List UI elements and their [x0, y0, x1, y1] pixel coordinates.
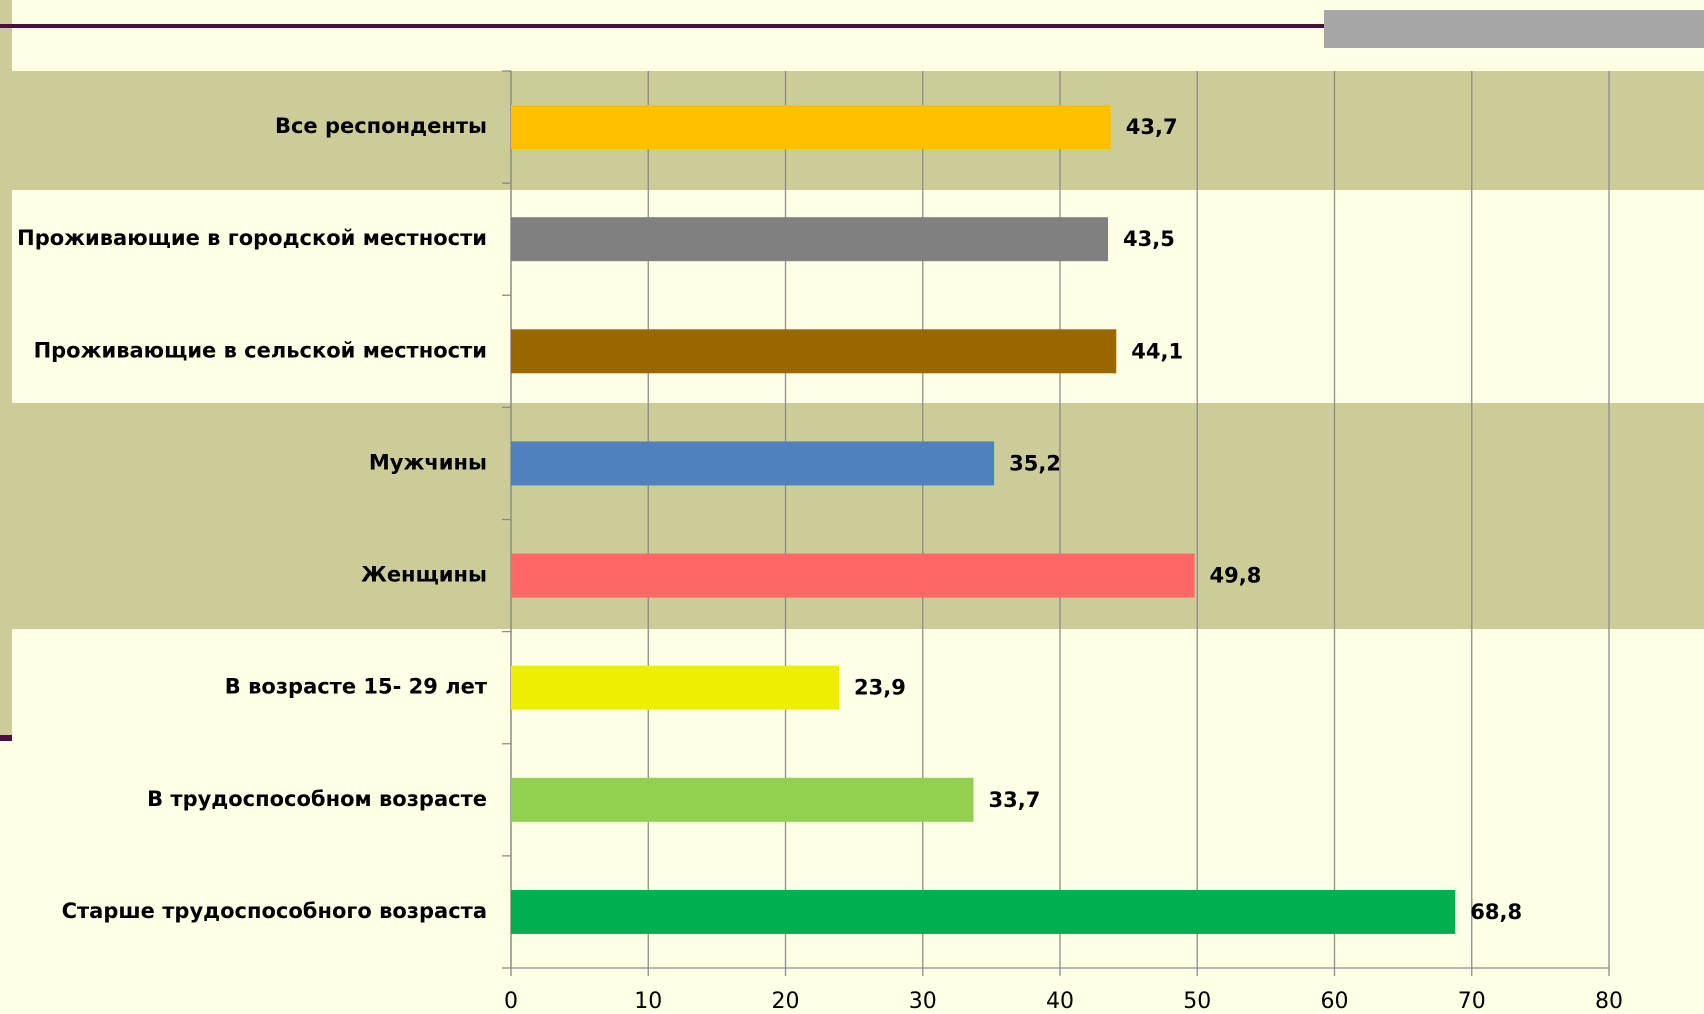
y-tick-label: Старше трудоспособного возраста — [62, 899, 487, 923]
bar — [511, 441, 995, 486]
top-rule — [0, 24, 1704, 28]
data-label: 68,8 — [1470, 900, 1522, 924]
accent — [0, 735, 12, 741]
bar — [511, 329, 1117, 374]
bar — [511, 665, 840, 710]
left-strip — [0, 0, 12, 739]
data-label: 44,1 — [1131, 339, 1183, 363]
y-tick-label: Проживающие в сельской местности — [34, 338, 487, 362]
data-label: 35,2 — [1009, 451, 1061, 475]
y-tick-label: Женщины — [361, 563, 487, 587]
y-tick-label: Все респонденты — [275, 114, 487, 138]
data-label: 33,7 — [989, 788, 1041, 812]
x-tick-label: 40 — [1046, 989, 1074, 1014]
x-tick-label: 60 — [1321, 989, 1349, 1014]
y-tick-label: В возрасте 15- 29 лет — [225, 675, 488, 699]
x-tick-label: 80 — [1595, 989, 1623, 1014]
data-label: 43,5 — [1123, 227, 1175, 251]
x-tick-label: 50 — [1183, 989, 1211, 1014]
y-tick-label: Мужчины — [369, 450, 487, 474]
bar — [511, 553, 1195, 598]
x-tick-label: 0 — [504, 989, 518, 1014]
top-block — [1324, 10, 1704, 48]
data-label: 43,7 — [1126, 115, 1178, 139]
y-tick-label: В трудоспособном возрасте — [147, 787, 487, 811]
bar — [511, 217, 1109, 262]
x-tick-label: 30 — [909, 989, 937, 1014]
data-label: 23,9 — [854, 676, 906, 700]
plot: Все респонденты 43,7 Проживающие в городск… — [17, 105, 1522, 934]
bar — [511, 889, 1456, 934]
bar — [511, 777, 974, 822]
x-tick-label: 10 — [634, 989, 662, 1014]
y-tick-label: Проживающие в городской местности — [17, 226, 487, 250]
x-tick-label: 70 — [1458, 989, 1486, 1014]
data-label: 49,8 — [1210, 564, 1262, 588]
x-tick-label: 20 — [772, 989, 800, 1014]
bar — [511, 105, 1111, 150]
